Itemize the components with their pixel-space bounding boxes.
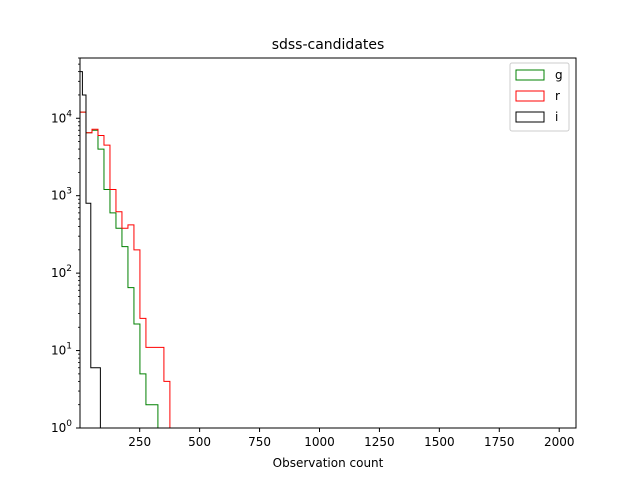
x-tick-label: 1250	[364, 435, 395, 449]
legend: gri	[509, 62, 570, 132]
x-tick-label: 750	[248, 435, 271, 449]
histogram-series-r	[79, 111, 171, 428]
legend-label-g: g	[555, 68, 563, 82]
y-tick-label: 101	[51, 342, 72, 358]
y-tick-label: 103	[51, 187, 72, 203]
x-axis: 250 500 750 1000 1250 1500 1750 2000	[128, 428, 574, 449]
chart-title: sdss-candidates	[272, 37, 385, 53]
legend-swatch-i	[515, 111, 545, 123]
plot-area	[79, 71, 171, 428]
legend-swatch-g	[515, 69, 545, 81]
y-axis: 100 101 102 103 104	[51, 57, 80, 435]
x-tick-label: 2000	[544, 435, 575, 449]
y-tick-label: 100	[51, 419, 72, 435]
x-tick-label: 1750	[484, 435, 515, 449]
x-tick-label: 500	[188, 435, 211, 449]
x-axis-label: Observation count	[273, 456, 384, 470]
legend-label-r: r	[555, 89, 560, 103]
y-tick-label: 102	[51, 264, 72, 280]
x-tick-label: 1000	[304, 435, 335, 449]
x-tick-label: 1500	[424, 435, 455, 449]
x-tick-label: 250	[128, 435, 151, 449]
legend-label-i: i	[555, 110, 558, 124]
plot-frame	[79, 57, 577, 429]
histogram-series-i	[79, 71, 101, 428]
legend-swatch-r	[515, 90, 545, 102]
y-tick-label: 104	[51, 109, 72, 125]
